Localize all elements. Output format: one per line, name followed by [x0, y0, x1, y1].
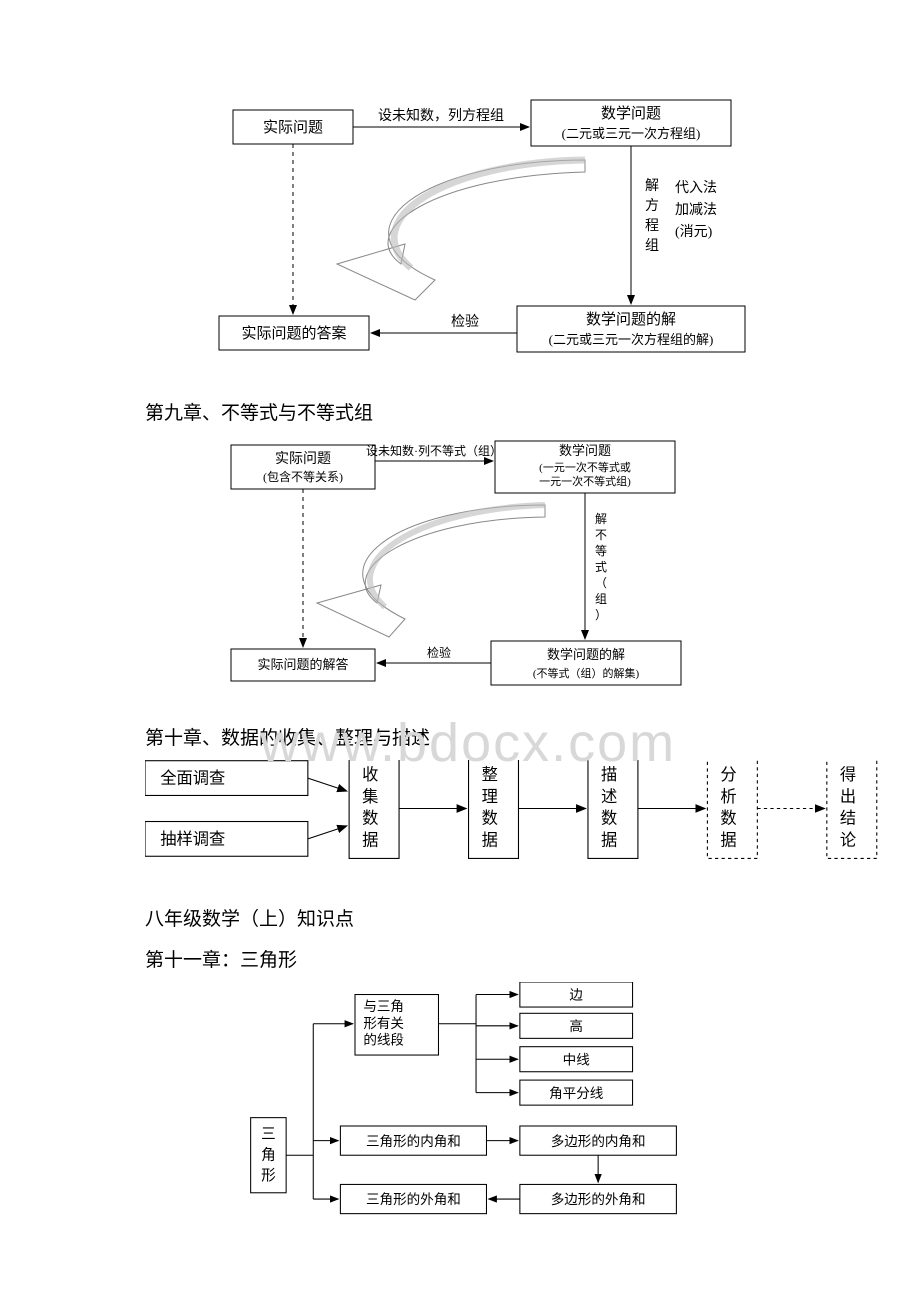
svg-text:三: 三	[261, 1127, 276, 1143]
svg-text:实际问题的解答: 实际问题的解答	[257, 657, 348, 672]
svg-text:边: 边	[569, 988, 583, 1003]
svg-text:的线段: 的线段	[363, 1033, 404, 1048]
svg-text:(一元一次不等式或: (一元一次不等式或	[539, 460, 631, 474]
heading-ch9: 第九章、不等式与不等式组	[145, 398, 920, 425]
heading-grade8: 八年级数学（上）知识点	[145, 904, 920, 931]
svg-text:据: 据	[720, 830, 736, 849]
svg-text:整: 整	[482, 765, 498, 784]
svg-text:析: 析	[720, 787, 736, 806]
svg-text:据: 据	[601, 830, 617, 849]
svg-text:形: 形	[261, 1167, 276, 1184]
svg-text:高: 高	[569, 1018, 583, 1034]
label-math-problem-1: 数学问题	[601, 105, 661, 122]
svg-text:据: 据	[362, 830, 378, 849]
svg-text:得: 得	[840, 765, 856, 784]
diagram-ch10-data: 全面调查 抽样调查 收 集 数 据 整 理 数 据 描 述 数 据 分 析 数 …	[145, 760, 905, 870]
svg-text:解: 解	[595, 512, 607, 526]
svg-text:(消元): (消元)	[675, 224, 713, 240]
svg-text:不: 不	[595, 528, 607, 542]
svg-text:(不等式（组）的解集): (不等式（组）的解集)	[533, 666, 640, 680]
svg-text:数学问题: 数学问题	[559, 443, 611, 458]
svg-text:解: 解	[645, 178, 659, 194]
svg-text:实际问题: 实际问题	[275, 451, 331, 467]
svg-text:代入法: 代入法	[675, 180, 717, 196]
step-conclude: 得 出 结 论	[827, 760, 877, 858]
svg-text:加减法: 加减法	[675, 202, 717, 218]
svg-text:出: 出	[840, 787, 856, 806]
svg-text:理: 理	[482, 787, 498, 806]
svg-text:数: 数	[362, 809, 378, 828]
svg-text:数: 数	[601, 809, 617, 828]
label-math-solution-2: (二元或三元一次方程组的解)	[549, 332, 714, 347]
svg-text:）: ）	[595, 608, 607, 622]
svg-text:组: 组	[595, 592, 607, 606]
svg-text:分: 分	[720, 765, 736, 784]
label-real-problem: 实际问题	[263, 119, 323, 136]
svg-text:（: （	[595, 576, 607, 590]
step-organize: 整 理 数 据	[469, 760, 519, 858]
svg-text:多边形的外角和: 多边形的外角和	[551, 1191, 646, 1207]
svg-text:设未知数·列不等式（组）: 设未知数·列不等式（组）	[366, 443, 502, 458]
label-edge-top: 设未知数，列方程组	[378, 107, 504, 124]
svg-text:与三角: 与三角	[363, 999, 404, 1014]
heading-ch10: 第十章、数据的收集、整理与描述	[145, 723, 920, 750]
svg-text:论: 论	[840, 830, 856, 849]
svg-text:检验: 检验	[427, 645, 451, 660]
svg-text:抽样调查: 抽样调查	[160, 829, 225, 848]
svg-text:数: 数	[482, 809, 498, 828]
svg-text:一元一次不等式组): 一元一次不等式组)	[539, 474, 631, 488]
svg-text:全面调查: 全面调查	[160, 769, 225, 788]
svg-text:集: 集	[362, 787, 378, 806]
svg-text:结: 结	[840, 809, 856, 828]
svg-text:等: 等	[595, 544, 607, 558]
diagram-ch8-equations: 实际问题 数学问题 (二元或三元一次方程组) 实际问题的答案 数学问题的解 (二…	[145, 90, 845, 380]
svg-text:多边形的内角和: 多边形的内角和	[551, 1133, 646, 1149]
label-math-problem-2: (二元或三元一次方程组)	[562, 126, 701, 141]
svg-text:式: 式	[595, 560, 607, 574]
svg-text:角: 角	[261, 1146, 276, 1163]
diagram-ch9-inequalities: 实际问题 (包含不等关系) 数学问题 (一元一次不等式或 一元一次不等式组) 实…	[155, 435, 775, 705]
svg-text:据: 据	[482, 830, 498, 849]
svg-text:述: 述	[601, 787, 617, 806]
svg-text:(包含不等关系): (包含不等关系)	[263, 469, 343, 484]
svg-text:程: 程	[645, 218, 659, 234]
svg-text:数学问题的解: 数学问题的解	[547, 647, 625, 662]
svg-text:中线: 中线	[563, 1052, 591, 1067]
label-real-answer: 实际问题的答案	[241, 324, 346, 342]
svg-text:角平分线: 角平分线	[549, 1086, 604, 1101]
step-collect: 收 集 数 据	[349, 760, 399, 858]
svg-text:形有关: 形有关	[363, 1016, 404, 1031]
svg-text:方: 方	[645, 198, 659, 214]
svg-text:组: 组	[645, 238, 659, 254]
svg-text:收: 收	[362, 765, 378, 784]
svg-text:三角形的外角和: 三角形的外角和	[366, 1192, 461, 1207]
svg-text:三角形的内角和: 三角形的内角和	[366, 1134, 461, 1149]
diagram-ch11-triangle: 三 角 形 与三角 形有关 的线段 三角形的内角和 三角形的外角和 边 高 中线…	[195, 982, 755, 1222]
step-analyze: 分 析 数 据	[707, 760, 757, 858]
label-math-solution-1: 数学问题的解	[586, 311, 676, 328]
svg-text:数: 数	[720, 809, 736, 828]
step-describe: 描 述 数 据	[588, 760, 638, 858]
svg-text:描: 描	[601, 765, 617, 784]
heading-ch11: 第十一章：三角形	[145, 945, 920, 972]
label-edge-bottom: 检验	[451, 314, 479, 330]
